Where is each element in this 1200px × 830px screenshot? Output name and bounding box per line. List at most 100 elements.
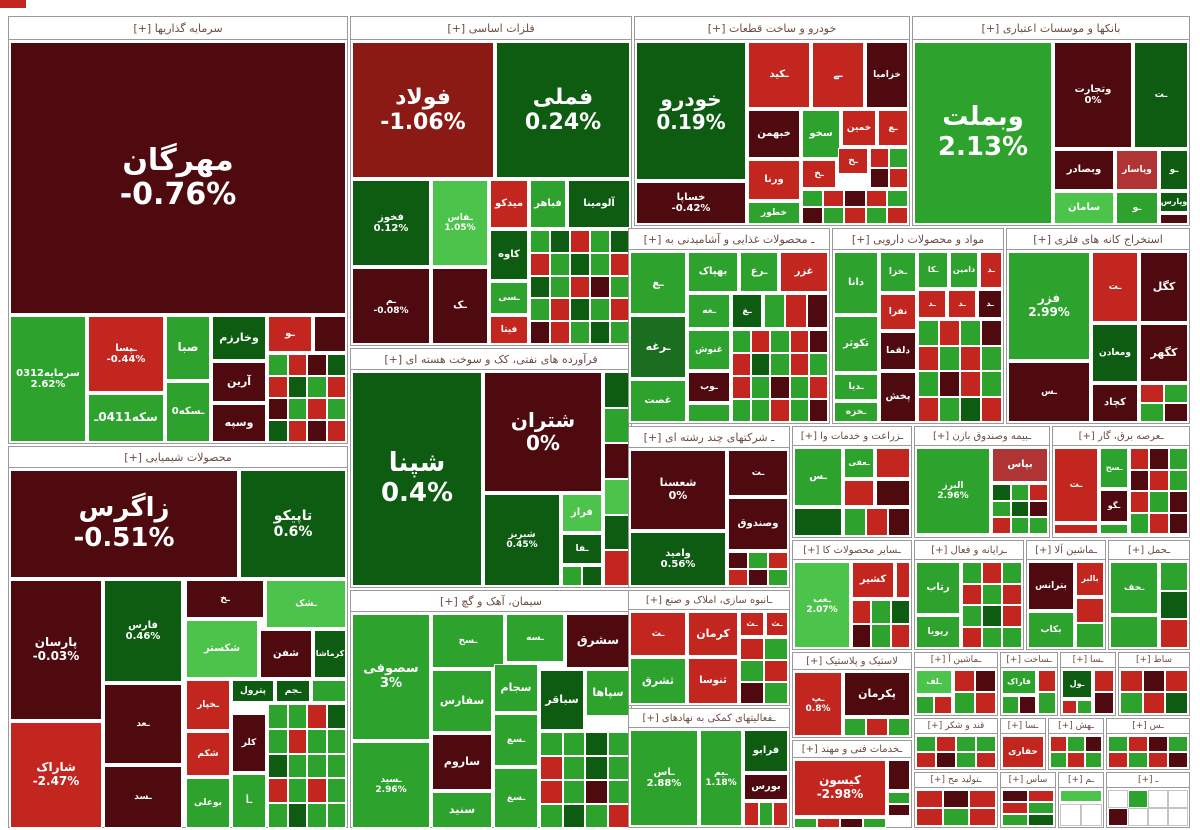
tile-ـرغه[interactable]: ـرغه [630,316,686,378]
tile-ـرع[interactable]: ـرع [740,252,778,292]
tile-small[interactable] [1067,752,1085,768]
tile-small[interactable] [604,407,630,444]
tile-small[interactable] [585,756,608,780]
tile-small[interactable] [1168,448,1188,470]
tile-small[interactable] [764,660,788,682]
tile-خساپا[interactable]: خساپا -0.42% [636,182,746,224]
tile-ثنوسا[interactable]: ثنوسا [688,658,738,704]
tile-سباقر[interactable]: سباقر [540,670,584,730]
tile-small[interactable] [758,802,774,826]
tile-small[interactable] [751,353,771,376]
tile-کگل[interactable]: کگل [1140,252,1188,322]
tile-small[interactable] [823,207,845,224]
tile-small[interactable] [312,680,346,702]
tile-فیتا[interactable]: فیتا [490,316,528,344]
tile-small[interactable] [1038,692,1056,714]
tile-شاراک[interactable]: شاراک -2.47% [10,722,102,828]
tile-small[interactable] [728,552,748,569]
tile-small[interactable] [976,752,996,768]
tile-کگهر[interactable]: کگهر [1140,324,1188,382]
tile-شفن[interactable]: شفن [260,630,312,678]
tile-small[interactable] [582,566,602,586]
tile-small[interactable] [1130,448,1150,470]
tile-فملی[interactable]: فملی 0.24% [496,42,630,178]
tile-small[interactable] [1149,491,1169,513]
tile-small[interactable] [326,803,346,828]
tile-small[interactable] [794,508,842,536]
tile-ـت[interactable]: ـت [728,450,788,496]
sector-header-basic-metals[interactable]: فلزات اساسی [+] [350,16,632,40]
tile-فاراک[interactable]: فاراک [1002,670,1036,694]
tile-ـع[interactable]: ـع [878,110,908,146]
sector-header-machinery-small[interactable]: ـماشین آ [+] [914,652,998,668]
tile-ـکا[interactable]: ـکا [918,252,948,288]
tile-ساروم[interactable]: ساروم [432,734,492,790]
tile-small[interactable] [1019,696,1036,714]
tile-small[interactable] [916,696,934,714]
tile-ـسد[interactable]: ـسد [104,766,182,828]
tile-small[interactable] [748,569,768,586]
sector-header-misc-m[interactable]: ـم [+] [1058,772,1104,788]
tile-ـخزه[interactable]: ـخزه [834,402,878,422]
tile-small[interactable] [287,778,307,804]
tile-ـت[interactable]: ـت [1092,252,1138,322]
tile-وبملت[interactable]: وبملت 2.13% [914,42,1052,224]
tile-small[interactable] [590,230,610,253]
tile-ورنا[interactable]: ورنا [748,160,800,200]
tile-small[interactable] [939,320,960,346]
tile-small[interactable] [1067,736,1085,752]
tile-small[interactable] [981,371,1002,397]
tile-فباهر[interactable]: فباهر [530,180,566,228]
tile-small[interactable] [863,818,886,828]
tile-ـعفی[interactable]: ـعفی [844,448,874,478]
tile-کچاد[interactable]: کچاد [1092,384,1138,422]
tile-small[interactable] [1108,790,1128,808]
tile-small[interactable] [610,230,630,253]
tile-ـت[interactable]: ـت [1054,448,1098,522]
tile-small[interactable] [1002,562,1022,584]
tile-small[interactable] [268,753,288,779]
tile-small[interactable] [1149,448,1169,470]
tile-small[interactable] [844,207,866,224]
tile-small[interactable] [962,626,982,648]
tile-ـدیا[interactable]: ـدیا [834,374,878,400]
tile-ـو[interactable]: ـو [1160,150,1188,190]
tile-small[interactable] [888,718,910,736]
tile-small[interactable] [764,294,786,328]
tile-small[interactable] [888,508,910,536]
tile-فارس[interactable]: فارس 0.46% [104,580,182,682]
tile-سخو[interactable]: سخو [802,110,840,158]
tile-small[interactable] [942,808,970,826]
tile-small[interactable] [307,753,327,779]
sector-header-construction-small[interactable]: ـساخت [+] [1000,652,1058,668]
tile-small[interactable] [570,275,590,299]
tile-small[interactable] [1084,736,1102,752]
tile-ـت[interactable]: ـت [1134,42,1188,148]
tile-small[interactable] [530,275,550,299]
tile-کرماشا[interactable]: کرماشا [314,630,346,678]
tile-سجام[interactable]: سجام [494,664,538,712]
tile-خزامیا[interactable]: خزامیا [866,42,908,108]
tile-small[interactable] [934,696,952,714]
tile-ـث[interactable]: ـث [630,612,686,656]
tile-پارسان[interactable]: پارسان -0.03% [10,580,102,720]
tile-small[interactable] [886,190,908,207]
tile-small[interactable] [960,345,981,371]
sector-header-sugar[interactable]: قند و شکر [+] [914,718,998,734]
sector-header-misc-empty[interactable]: ـ [+] [1106,772,1190,788]
tile-small[interactable] [732,330,752,353]
tile-small[interactable] [1029,500,1048,518]
tile-small[interactable] [540,804,563,828]
tile-small[interactable] [1076,598,1104,623]
tile-small[interactable] [789,353,809,376]
tile-ـخ[interactable]: ـخ [802,160,836,188]
tile-small[interactable] [287,376,307,398]
tile-تکوثر[interactable]: تکوثر [834,316,878,372]
tile-small[interactable] [1164,403,1188,422]
tile-ـد[interactable]: ـد [980,252,1002,288]
tile-فرابو[interactable]: فرابو [744,730,788,772]
tile-small[interactable] [1002,626,1022,648]
tile-ـم[interactable]: ـم -0.08% [352,268,430,344]
tile-small[interactable] [962,605,982,627]
tile-ـحف[interactable]: ـحف [1110,562,1158,614]
